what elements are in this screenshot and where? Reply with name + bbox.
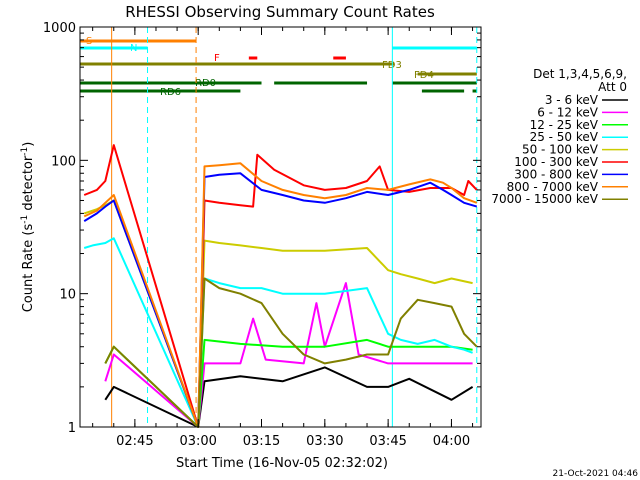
series-line-4 bbox=[83, 199, 473, 428]
series-line-7 bbox=[83, 162, 478, 428]
y-tick-label-0: 1 bbox=[68, 421, 76, 436]
legend-title-line-2: Att 0 bbox=[598, 80, 627, 94]
y-tick-label-1: 10 bbox=[59, 288, 76, 303]
x-tick-label-1: 03:00 bbox=[179, 434, 216, 449]
flag-label-rd0: RD0 bbox=[195, 78, 216, 89]
x-tick-label-5: 04:00 bbox=[433, 434, 470, 449]
x-tick-label-2: 03:15 bbox=[243, 434, 280, 449]
legend-label-4: 50 - 100 keV bbox=[522, 143, 599, 157]
flag-bars: SNFFD3FD4RD0RD6 bbox=[80, 36, 477, 98]
legend-label-7: 800 - 7000 keV bbox=[507, 180, 599, 194]
series-line-5 bbox=[83, 144, 478, 428]
y-tick-label-2: 100 bbox=[51, 154, 76, 169]
legend-label-3: 25 - 50 keV bbox=[530, 130, 599, 144]
legend-label-2: 12 - 25 keV bbox=[530, 118, 599, 132]
flag-label-fd4: FD4 bbox=[414, 70, 434, 81]
legend-label-8: 7000 - 15000 keV bbox=[491, 192, 598, 206]
y-tick-label-3: 1000 bbox=[43, 21, 76, 36]
series-line-1 bbox=[104, 282, 473, 428]
x-tick-label-3: 03:30 bbox=[306, 434, 343, 449]
x-axis-label: Start Time (16-Nov-05 02:32:02) bbox=[176, 456, 388, 471]
legend-label-6: 300 - 800 keV bbox=[514, 167, 598, 181]
x-tick-label-4: 03:45 bbox=[369, 434, 406, 449]
flag-label-rd6: RD6 bbox=[160, 87, 181, 98]
series-line-3 bbox=[83, 237, 473, 428]
flag-label-n: N bbox=[130, 43, 137, 54]
y-axis-label: Count Rate (s-1 detector-1) bbox=[20, 142, 36, 313]
legend-label-1: 6 - 12 keV bbox=[537, 105, 599, 119]
series-lines bbox=[83, 144, 478, 428]
flag-label-s: S bbox=[86, 36, 92, 47]
x-tick-label-0: 02:45 bbox=[116, 434, 153, 449]
series-line-6 bbox=[83, 172, 478, 428]
timestamp: 21-Oct-2021 04:46 bbox=[553, 469, 639, 479]
axis-ticks: 02:45 03:00 03:15 03:30 03:45 04:00 1 10 100 1000 bbox=[43, 21, 481, 449]
series-line-0 bbox=[104, 366, 474, 428]
flag-label-f: F bbox=[214, 53, 220, 64]
chart-title: RHESSI Observing Summary Count Rates bbox=[125, 3, 435, 21]
legend-title-line-1: Det 1,3,4,5,6,9, bbox=[533, 67, 627, 81]
legend-label-0: 3 - 6 keV bbox=[545, 93, 599, 107]
attenuator-lines bbox=[111, 27, 478, 427]
plot-frame bbox=[79, 26, 482, 428]
series-line-8 bbox=[104, 277, 478, 428]
legend-label-5: 100 - 300 keV bbox=[514, 155, 598, 169]
